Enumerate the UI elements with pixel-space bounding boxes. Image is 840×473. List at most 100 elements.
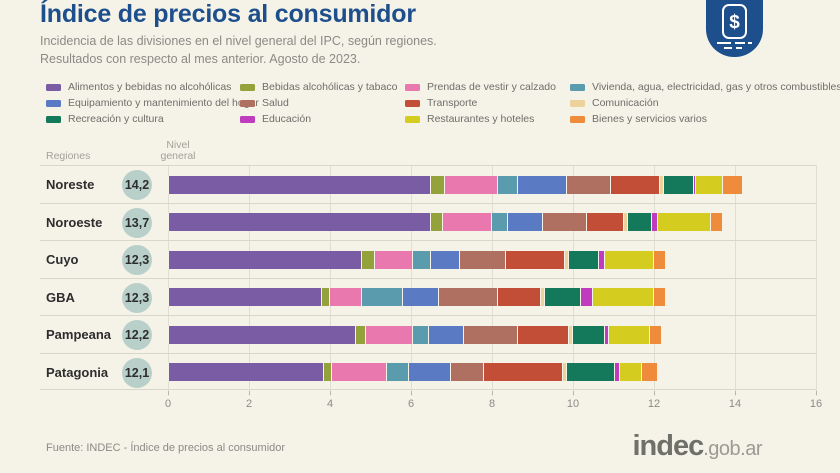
- bar-segment-recreacion: [572, 325, 606, 344]
- bar-segment-bebidas: [356, 325, 367, 344]
- peso-price-tag-icon: $: [706, 0, 763, 57]
- level-badge: 13,7: [122, 207, 152, 238]
- axis-tick-mark: [330, 391, 331, 395]
- region-label: Noroeste: [46, 214, 103, 230]
- bar-segment-educacion: [599, 250, 606, 269]
- level-badge: 14,2: [122, 170, 152, 200]
- region-label: Cuyo: [46, 252, 79, 267]
- bar-segment-restaurantes: [696, 175, 723, 194]
- legend-swatch-educacion: [240, 115, 255, 123]
- legend-item-bebidas: Bebidas alcohólicas y tabaco: [240, 79, 405, 95]
- bar-segment-comunicacion: [660, 175, 665, 194]
- legend-swatch-bienes: [570, 115, 585, 123]
- legend-column: Alimentos y bebidas no alcohólicas Equipa…: [46, 79, 259, 127]
- bar-segment-recreacion: [566, 363, 616, 381]
- axis-tick-mark: [168, 391, 169, 395]
- legend-label: Alimentos y bebidas no alcohólicas: [68, 81, 232, 93]
- bar-segment-educacion: [615, 363, 620, 381]
- bar-segment-vivienda: [386, 363, 409, 381]
- bar-segment-alimentos: [168, 288, 322, 306]
- axis-tick-label: 4: [326, 398, 334, 410]
- legend-label: Vivienda, agua, electricidad, gas y otro…: [592, 81, 840, 93]
- chart-plot-area: Noreste 14,2 Noroeste 13,7 Cuyo 12,3 GBA 12,3 Pa…: [40, 165, 817, 396]
- axis-tick-label: 12: [647, 398, 661, 410]
- bar-segment-restaurantes: [605, 250, 654, 269]
- x-axis: 0 2 4 6 8 10 12 14 16: [40, 390, 822, 416]
- legend-swatch-restaurantes: [405, 115, 420, 123]
- stacked-bar: [168, 175, 744, 194]
- bar-segment-alimentos: [168, 325, 357, 344]
- legend-swatch-equipamiento: [46, 99, 61, 107]
- bar-segment-salud: [542, 213, 588, 231]
- bar-segment-bienes: [722, 175, 744, 194]
- gridline: [735, 165, 736, 396]
- axis-tick-label: 16: [809, 398, 823, 410]
- indec-logo: indec .gob.ar: [632, 430, 762, 463]
- bar-segment-educacion: [581, 288, 594, 306]
- axis-tick-label: 0: [164, 398, 172, 410]
- bar-segment-alimentos: [168, 250, 363, 269]
- bar-segment-bienes: [710, 213, 723, 231]
- gridline: [330, 165, 331, 396]
- bar-segment-bienes: [641, 363, 658, 381]
- bar-segment-vivienda: [498, 175, 519, 194]
- bar-segment-salud: [451, 363, 484, 381]
- axis-tick-label: 10: [566, 398, 580, 410]
- legend-item-vivienda: Vivienda, agua, electricidad, gas y otro…: [570, 79, 840, 95]
- legend-label: Salud: [262, 97, 289, 109]
- legend-label: Prendas de vestir y calzado: [427, 81, 556, 93]
- axis-tick-label: 8: [488, 398, 496, 410]
- bar-segment-prendas: [445, 175, 499, 194]
- svg-text:$: $: [729, 12, 740, 33]
- bar-segment-educacion: [605, 325, 610, 344]
- region-label: Noreste: [46, 177, 95, 192]
- level-column-header: Nivel general: [160, 139, 196, 162]
- legend-swatch-salud: [240, 99, 255, 107]
- legend-swatch-transporte: [405, 99, 420, 107]
- page-subtitle-line1: Incidencia de las divisiones en el nivel…: [40, 34, 437, 48]
- source-note: Fuente: INDEC - Índice de precios al con…: [46, 442, 286, 454]
- bar-segment-recreacion: [627, 213, 652, 231]
- bar-segment-salud: [463, 325, 519, 344]
- bar-segment-salud: [459, 250, 507, 269]
- legend-item-transporte: Transporte: [405, 95, 570, 111]
- bar-segment-vivienda: [413, 250, 432, 269]
- bar-segment-prendas: [443, 213, 492, 231]
- bar-segment-equipamiento: [508, 213, 543, 231]
- page-title: Índice de precios al consumidor: [40, 0, 416, 28]
- bar-segment-comunicacion: [562, 363, 567, 381]
- legend-item-recreacion: Recreación y cultura: [46, 111, 240, 127]
- legend-swatch-vivienda: [570, 83, 585, 91]
- bar-segment-bienes: [649, 325, 663, 344]
- level-badge: 12,3: [122, 282, 152, 313]
- legend-column: Vivienda, agua, electricidad, gas y otro…: [570, 79, 840, 127]
- bar-segment-alimentos: [168, 363, 324, 381]
- bar-segment-transporte: [611, 175, 661, 194]
- bar-segment-salud: [566, 175, 612, 194]
- legend-column: Prendas de vestir y calzado Transporte Res…: [405, 79, 570, 127]
- legend-label: Bienes y servicios varios: [592, 113, 707, 125]
- bar-segment-bienes: [653, 288, 667, 306]
- axis-tick-mark: [735, 391, 736, 395]
- bar-segment-transporte: [483, 363, 563, 381]
- bar-segment-bienes: [653, 250, 667, 269]
- region-row-gba: GBA 12,3: [40, 277, 816, 316]
- gridline: [816, 165, 817, 396]
- legend-swatch-prendas: [405, 83, 420, 91]
- bar-segment-bebidas: [362, 250, 375, 269]
- indec-logo-suffix: .gob.ar: [703, 438, 762, 460]
- bar-segment-educacion: [694, 175, 697, 194]
- axis-tick-label: 2: [245, 398, 253, 410]
- legend-label: Educación: [262, 113, 312, 125]
- region-row-patagonia: Patagonia 12,1: [40, 352, 816, 390]
- bar-segment-prendas: [329, 288, 363, 306]
- bar-segment-salud: [439, 288, 499, 306]
- bar-segment-alimentos: [168, 213, 432, 231]
- bar-segment-recreacion: [544, 288, 582, 306]
- bar-segment-bebidas: [323, 363, 333, 381]
- chart-column-headers: Regiones Nivel general: [40, 139, 816, 165]
- axis-tick-label: 6: [407, 398, 415, 410]
- chart-legend: Alimentos y bebidas no alcohólicas Equipa…: [46, 79, 840, 127]
- bar-segment-transporte: [506, 250, 565, 269]
- bar-segment-prendas: [374, 250, 413, 269]
